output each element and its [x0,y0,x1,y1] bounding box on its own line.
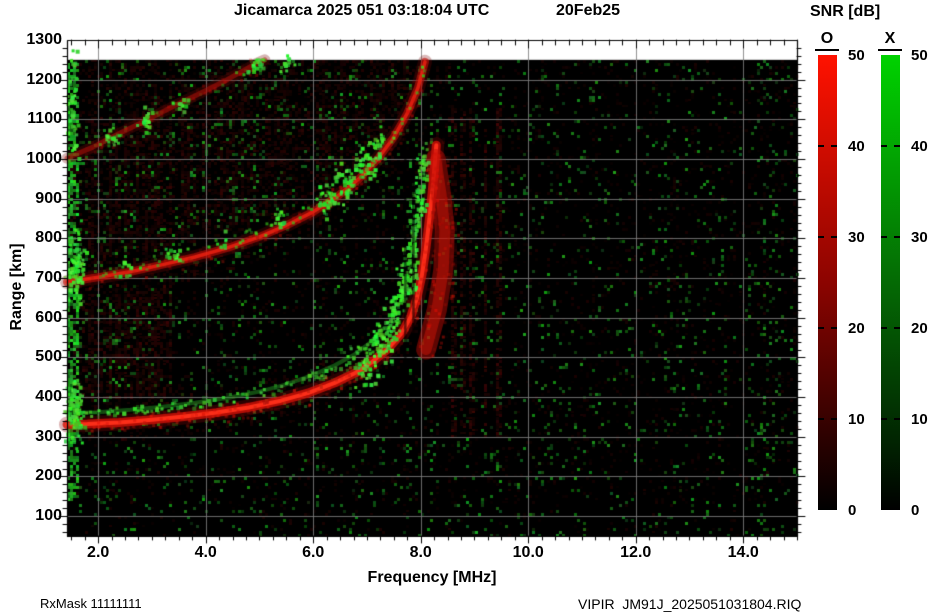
y-tick-label: 1200 [26,70,62,88]
y-tick-label: 600 [35,308,62,326]
colorbar-tick-dash [881,236,887,238]
y-tick-label: 1000 [26,150,62,168]
y-tick-label: 100 [35,507,62,525]
colorbar-tick-label: 30 [848,229,865,246]
colorbar-tick-dash [818,418,824,420]
y-tick-label: 500 [35,348,62,366]
colorbar-tick-dash [831,236,837,238]
colorbar-tick-dash [881,145,887,147]
colorbar-x [881,55,900,510]
colorbar-tick-dash [818,145,824,147]
colorbar-tick-label: 10 [911,411,928,428]
colorbar-o [818,55,837,510]
colorbar-tick-dash [831,418,837,420]
plot-title: Jicamarca 2025 051 03:18:04 UTC [234,2,490,19]
colorbar-tick-dash [881,327,887,329]
x-tick-label: 10.0 [512,544,544,561]
colorbar-tick-label: 20 [848,320,865,337]
colorbar-tick-dash [894,418,900,420]
plot-date: 20Feb25 [556,2,621,19]
x-tick-label: 2.0 [87,544,110,561]
colorbar-tick-label: 0 [848,502,857,519]
colorbar-tick-label: 50 [911,47,928,64]
x-tick-label: 12.0 [620,544,652,561]
colorbar-tick-dash [894,145,900,147]
x-tick-label: 14.0 [727,544,759,561]
colorbar-x-mode-label: X [878,30,902,51]
colorbar-tick-dash [894,327,900,329]
x-tick-label: 6.0 [302,544,325,561]
colorbar-tick-label: 30 [911,229,928,246]
colorbar-tick-dash [818,236,824,238]
colorbar-tick-dash [818,327,824,329]
colorbar-tick-dash [894,236,900,238]
x-tick-label: 8.0 [409,544,432,561]
rxmask-text: RxMask 11111111 [40,596,142,611]
y-tick-label: 200 [35,467,62,485]
filename-text: VIPIR JM91J_2025051031804.RIQ [578,596,802,612]
colorbar-o-mode-label: O [815,30,839,51]
x-tick-label: 4.0 [194,544,217,561]
y-tick-label: 300 [35,427,62,445]
y-tick-label: 1300 [26,31,62,48]
colorbar-tick-label: 40 [848,138,865,155]
colorbar-tick-label: 40 [911,138,928,155]
colorbar-tick-label: 0 [911,502,920,519]
y-tick-label: 400 [35,388,62,406]
y-tick-label: 700 [35,269,62,287]
x-axis-label: Frequency [MHz] [367,569,497,586]
colorbar-tick-label: 50 [848,47,865,64]
y-tick-label: 900 [35,189,62,207]
colorbar-tick-label: 20 [911,320,928,337]
y-tick-label: 1100 [27,110,62,128]
colorbar-tick-dash [831,327,837,329]
colorbar-tick-dash [831,145,837,147]
y-tick-label: 800 [35,229,62,247]
colorbar-tick-label: 10 [848,411,865,428]
colorbar-tick-dash [881,418,887,420]
colorbar-title: SNR [dB] [810,3,881,20]
